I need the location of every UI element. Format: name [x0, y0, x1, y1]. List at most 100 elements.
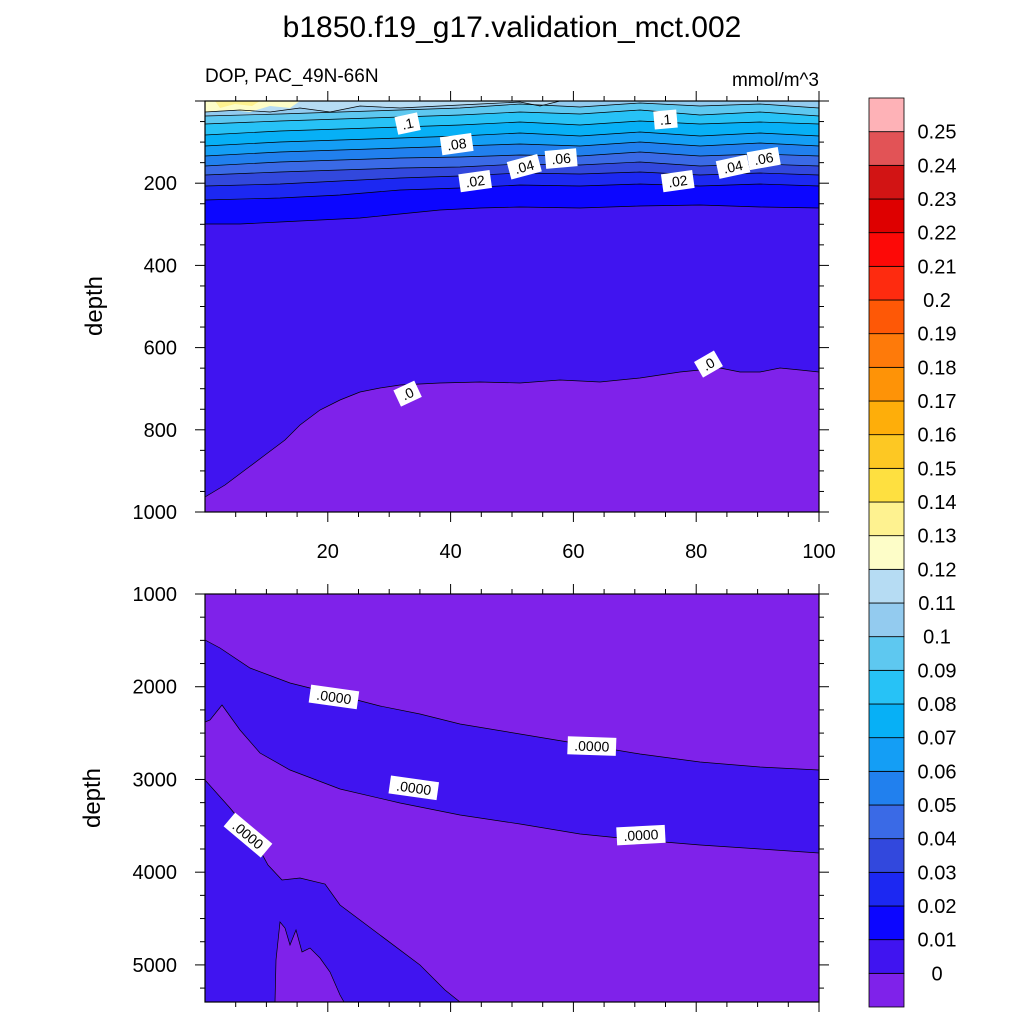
svg-text:.06: .06 — [551, 150, 572, 168]
colorbar-label: 0.25 — [918, 122, 957, 144]
lower-band-0-pocket — [275, 922, 344, 1002]
svg-text:.0000: .0000 — [315, 687, 352, 708]
colorbar-label: 0.07 — [918, 728, 957, 750]
colorbar-label: 0.09 — [918, 660, 957, 682]
colorbar-swatch — [868, 501, 905, 537]
svg-text:.06: .06 — [753, 149, 775, 168]
svg-text:.1: .1 — [659, 111, 672, 128]
contour-label: .0 — [694, 350, 723, 378]
contour-label: .1 — [394, 112, 421, 135]
colorbar-label: 0.24 — [918, 155, 957, 177]
lower-band-001-mid — [205, 640, 819, 853]
contour-label: .0000 — [567, 736, 617, 756]
y-tick-label: 3000 — [133, 769, 178, 791]
svg-text:.04: .04 — [513, 156, 536, 177]
colorbar-label: 0.05 — [918, 795, 957, 817]
colorbar-swatch — [868, 871, 905, 907]
colorbar-swatch — [868, 467, 905, 503]
upper-band-0 — [205, 368, 819, 512]
y-tick-label: 800 — [144, 420, 177, 442]
y-tick-label: 5000 — [133, 955, 178, 977]
svg-text:.0000: .0000 — [395, 777, 432, 798]
contour-label: .06 — [746, 146, 781, 171]
x-tick-label: 40 — [439, 541, 461, 563]
colorbar-swatch — [868, 535, 905, 570]
colorbar-swatch — [868, 703, 905, 739]
svg-text:.02: .02 — [464, 172, 486, 191]
colorbar-swatch — [868, 838, 905, 873]
colorbar-swatch — [868, 366, 905, 402]
colorbar-swatch — [868, 770, 905, 806]
svg-text:.02: .02 — [667, 172, 689, 191]
colorbar-swatch — [868, 804, 905, 840]
upper-panel: DOP, PAC_49N-66N mmol/m^3 — [81, 66, 836, 563]
contour-label: .0 — [393, 380, 422, 407]
colorbar-label: 0 — [931, 963, 942, 985]
contour-label: .06 — [544, 148, 578, 169]
svg-text:.0000: .0000 — [623, 826, 659, 844]
colorbar-swatch — [868, 131, 905, 166]
colorbar-label: 0.13 — [918, 526, 957, 548]
colorbar-swatch — [868, 265, 905, 301]
contour-label: .1 — [653, 109, 678, 130]
y-tick-label: 4000 — [133, 862, 178, 884]
colorbar-label: 0.2 — [923, 290, 951, 312]
colorbar-label: 0.17 — [918, 391, 957, 413]
colorbar-label: 0.14 — [918, 492, 957, 514]
x-tick-label: 80 — [685, 541, 707, 563]
contour-label: .02 — [660, 170, 695, 193]
svg-text:.08: .08 — [446, 135, 468, 154]
y-tick-label: 200 — [144, 173, 177, 195]
colorbar-swatch — [868, 97, 905, 133]
colorbar-swatch — [868, 299, 905, 335]
upper-ylabel: depth — [81, 276, 108, 336]
colorbar-swatch — [868, 568, 905, 604]
lower-ticks: 1000 2000 3000 4000 5000 — [133, 584, 829, 1012]
chart-title: b1850.f19_g17.validation_mct.002 — [283, 11, 742, 44]
colorbar-label: 0.03 — [918, 862, 957, 884]
upper-ticks: 20 40 60 80 100 200 400 600 800 1000 — [133, 91, 836, 563]
upper-band-012 — [205, 101, 819, 112]
colorbar-label: 0.08 — [918, 694, 957, 716]
colorbar-label: 0.22 — [918, 223, 957, 245]
contour-label: .04 — [715, 154, 751, 179]
x-tick-label: 100 — [802, 541, 835, 563]
colorbar-label: 0.11 — [918, 593, 955, 615]
colorbar-label: 0.01 — [918, 930, 957, 952]
colorbar-label: 0.06 — [918, 761, 957, 783]
contour-label: .08 — [439, 133, 474, 156]
colorbar-swatch — [868, 434, 905, 469]
lower-contour-lines — [205, 639, 819, 1002]
upper-subtitle-left: DOP, PAC_49N-66N — [205, 66, 379, 87]
contour-label: .0000 — [388, 775, 440, 801]
lower-band-001-left — [205, 780, 460, 1002]
x-tick-label: 20 — [317, 541, 339, 563]
svg-text:.0000: .0000 — [574, 737, 610, 754]
colorbar-label: 0.04 — [918, 829, 957, 851]
upper-subtitle-right: mmol/m^3 — [732, 70, 819, 91]
colorbar-label: 0.12 — [918, 559, 957, 581]
svg-text:.1: .1 — [400, 115, 415, 133]
colorbar-label: 0.23 — [918, 189, 957, 211]
contour-label: .0000 — [616, 824, 666, 846]
upper-contour-labels: .1 .08 .06 .04 .02 .1 .06 .04 .02 .0 .0 — [393, 109, 781, 407]
colorbar-swatch — [868, 669, 905, 705]
upper-band-014 — [215, 101, 260, 108]
colorbar-swatch — [868, 972, 905, 1008]
colorbar-label: 0.21 — [918, 256, 957, 278]
colorbar-swatch — [868, 905, 905, 941]
colorbar: 0 0.01 0.02 0.03 0.04 0.05 0.06 0.07 0.08 0.09 0.1… — [868, 97, 957, 1008]
y-tick-label: 400 — [144, 255, 177, 277]
colorbar-swatch — [868, 939, 905, 974]
contour-label: .0000 — [308, 684, 360, 710]
colorbar-swatch — [868, 636, 905, 671]
svg-text:.04: .04 — [722, 157, 745, 177]
colorbar-swatch — [868, 232, 905, 267]
colorbar-swatch — [868, 333, 905, 368]
colorbar-swatch — [868, 602, 905, 638]
colorbar-label: 0.18 — [918, 357, 957, 379]
lower-panel: 1000 2000 3000 4000 5000 .0000 .0000 .0000 .000… — [79, 584, 829, 1012]
colorbar-swatch — [868, 198, 905, 234]
contour-label: .02 — [458, 170, 493, 193]
colorbar-label: 0.16 — [918, 425, 957, 447]
